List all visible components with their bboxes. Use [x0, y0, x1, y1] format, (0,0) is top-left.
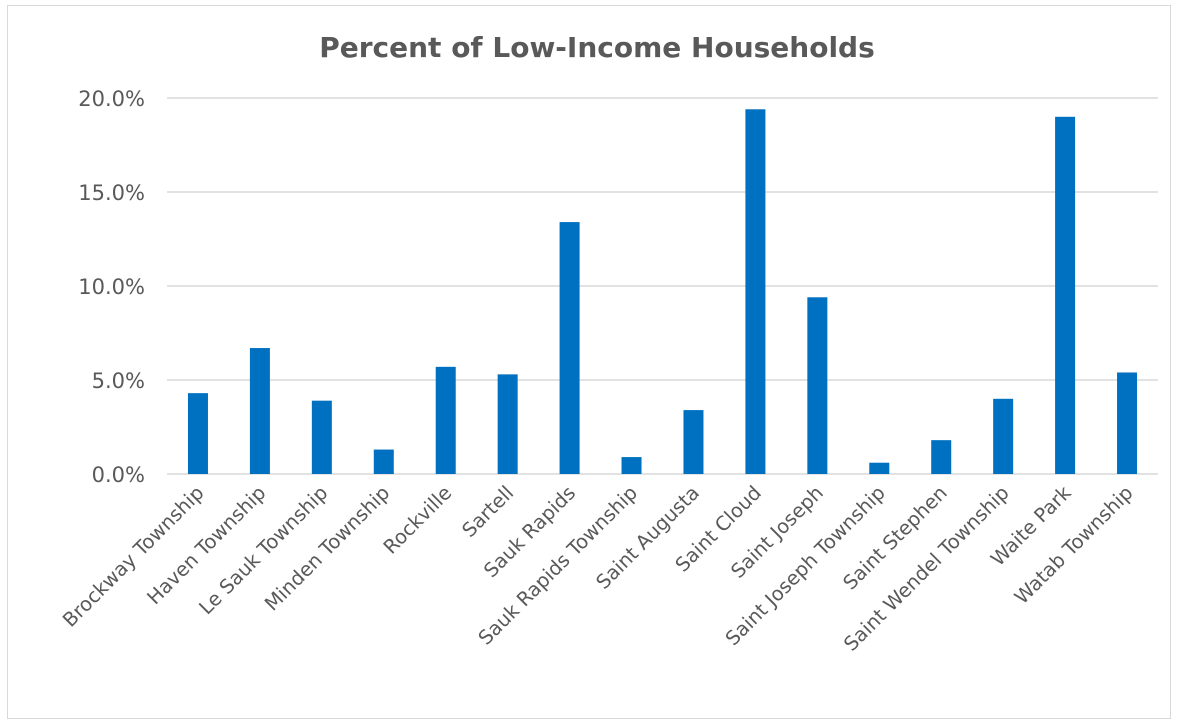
- y-tick-label: 10.0%: [78, 275, 145, 299]
- bars: [187, 109, 1138, 475]
- y-tick-label: 5.0%: [92, 369, 145, 393]
- bar: [931, 440, 952, 474]
- y-tick-label: 15.0%: [78, 181, 145, 205]
- y-tick-label: 20.0%: [78, 87, 145, 111]
- bar: [497, 374, 518, 474]
- bar: [373, 449, 394, 474]
- bar: [1055, 116, 1076, 475]
- bar: [249, 348, 270, 474]
- bar: [993, 398, 1014, 474]
- bar: [621, 457, 642, 474]
- y-tick-label: 0.0%: [92, 463, 145, 487]
- x-tick-label: Rockville: [379, 481, 456, 558]
- bar: [311, 400, 332, 474]
- bar: [559, 222, 580, 474]
- chart-title: Percent of Low-Income Households: [319, 31, 875, 64]
- bar: [745, 109, 766, 474]
- bar: [683, 410, 704, 474]
- chart-frame: [7, 5, 1171, 719]
- gridlines: [167, 97, 1158, 475]
- y-axis-ticks: 0.0% 5.0% 10.0% 15.0% 20.0%: [78, 87, 145, 487]
- bar: [187, 393, 208, 474]
- x-tick-label: Sartell: [458, 481, 519, 542]
- bar: [869, 462, 890, 474]
- x-tick-label: Watab Township: [1010, 481, 1138, 609]
- bar: [807, 297, 828, 474]
- bar: [435, 366, 456, 474]
- bar: [1117, 372, 1138, 474]
